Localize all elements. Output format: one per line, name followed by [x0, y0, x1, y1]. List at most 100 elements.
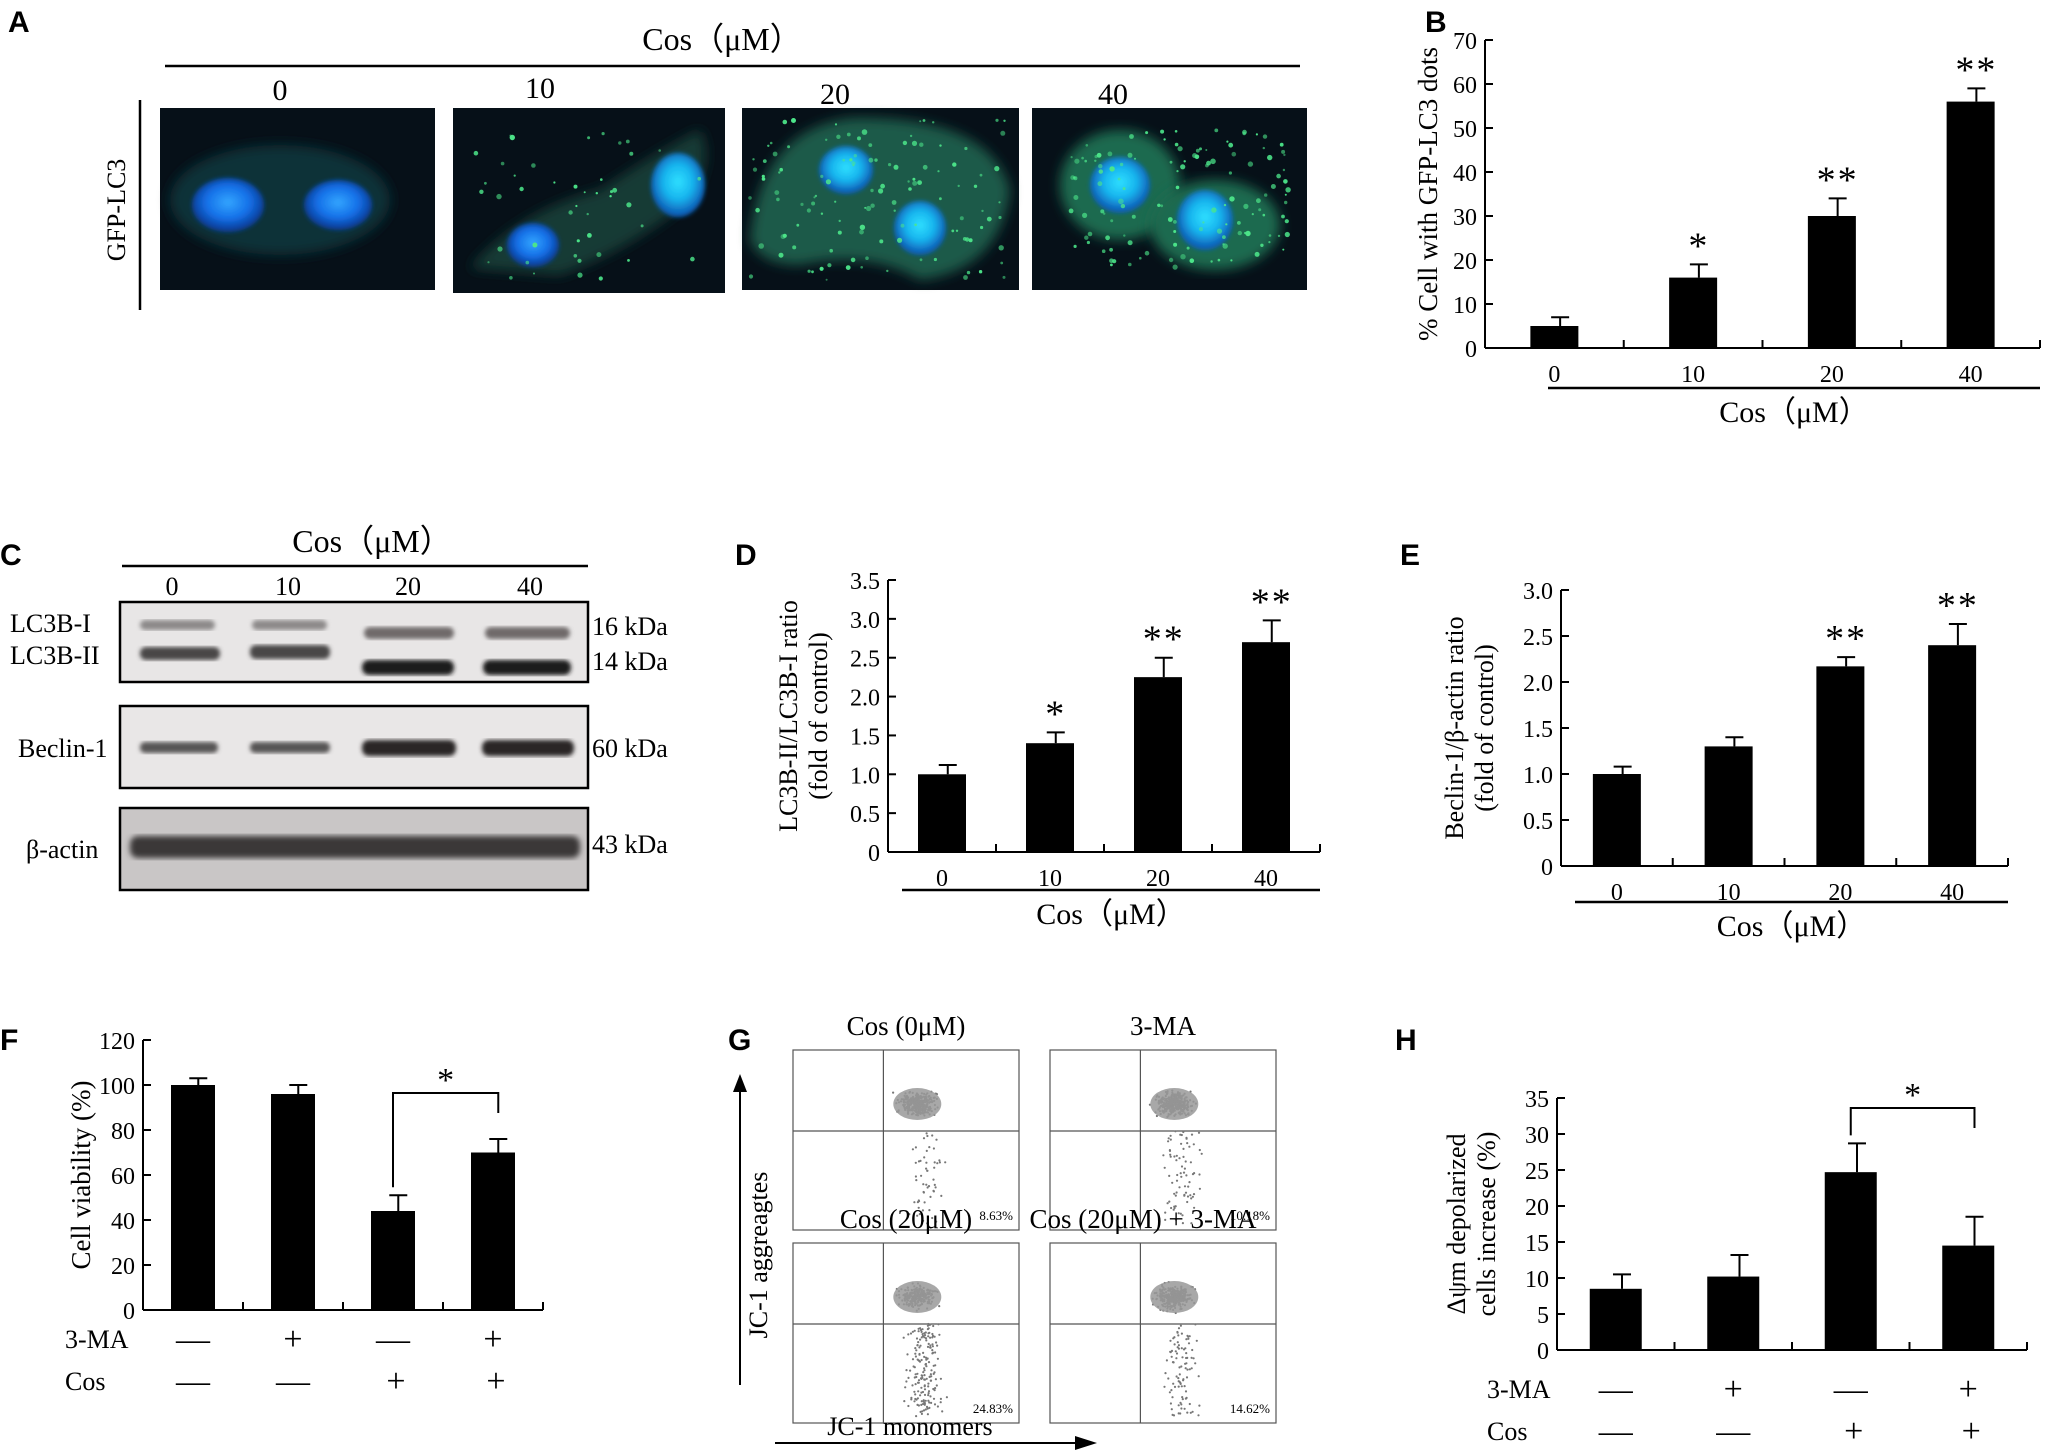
flow-event [931, 1343, 934, 1346]
flow-event [1163, 1385, 1166, 1388]
flow-event [1183, 1167, 1186, 1170]
flow-event [922, 1371, 925, 1374]
y-tick-label: 0.5 [1523, 809, 1553, 835]
panel-a-dose-10: 10 [525, 72, 555, 105]
treatment-sign: — [1715, 1413, 1751, 1450]
flow-event [1177, 1347, 1180, 1350]
gfp-punctum [1073, 244, 1077, 248]
flow-event [1181, 1222, 1184, 1225]
blot-label-beclin1: Beclin-1 [18, 734, 108, 763]
flow-event [1180, 1347, 1183, 1350]
gfp-punctum [919, 258, 923, 262]
x-tick-label: 10 [1681, 362, 1705, 388]
y-axis-label-2: (fold of control) [1470, 644, 1499, 812]
gfp-punctum [861, 129, 868, 135]
gfp-punctum [1119, 162, 1124, 167]
flow-event [1181, 1214, 1184, 1217]
flow-event [1165, 1359, 1168, 1362]
flow-event [1175, 1179, 1179, 1182]
flow-event [1186, 1195, 1190, 1198]
gfp-punctum [1160, 129, 1165, 134]
gfp-punctum [1173, 230, 1177, 233]
flow-event [929, 1346, 932, 1349]
flow-event [917, 1390, 920, 1393]
flow-event [914, 1373, 917, 1376]
gfp-punctum [922, 164, 928, 170]
flow-event [918, 1346, 921, 1349]
flow-event [927, 1385, 930, 1388]
flow-event [938, 1161, 942, 1164]
flow-event [1174, 1194, 1177, 1197]
y-tick-label: 10 [1525, 1267, 1549, 1293]
flow-event [934, 1351, 937, 1354]
bar [1816, 666, 1865, 866]
flow-event [928, 1401, 931, 1404]
flow-event [922, 1409, 926, 1412]
flow-event [934, 1378, 938, 1381]
flow-event [1169, 1339, 1172, 1342]
gfp-punctum [1276, 173, 1281, 179]
gfp-punctum [610, 190, 613, 194]
panel-label-f: F [0, 1024, 18, 1057]
flow-event [926, 1169, 929, 1172]
flow-event [938, 1305, 941, 1308]
gfp-punctum [752, 158, 755, 161]
flow-event [914, 1383, 917, 1386]
gfp-punctum [845, 265, 851, 270]
y-tick-label: 1.5 [1523, 717, 1553, 743]
flow-event [1192, 1193, 1196, 1196]
flow-event [1179, 1212, 1182, 1215]
flow-event [927, 1327, 930, 1330]
flow-event [925, 1377, 928, 1380]
significance-mark: * [1904, 1077, 1921, 1114]
flow-event [892, 1091, 895, 1094]
flow-event [1173, 1206, 1176, 1210]
bar [1704, 746, 1753, 866]
gfp-punctum [1211, 207, 1217, 213]
gfp-punctum [859, 229, 864, 235]
treatment-sign: + [1962, 1413, 1981, 1450]
y-tick-label: 1.0 [850, 763, 880, 789]
gfp-punctum [1258, 208, 1262, 212]
bar [1242, 642, 1290, 852]
gfp-punctum [1228, 142, 1234, 148]
flow-event [936, 1405, 940, 1408]
panel-a-header: Cos（μM） [642, 21, 801, 57]
gfp-punctum [911, 140, 918, 146]
treatment-sign: — [1833, 1371, 1869, 1408]
significance-mark: * [437, 1062, 454, 1099]
flow-event [919, 1344, 922, 1347]
treatment-sign: — [175, 1321, 211, 1358]
gfp-punctum [825, 138, 828, 141]
jc1-monomers-label: JC-1 monomers [827, 1412, 992, 1441]
gfp-punctum [1284, 219, 1289, 224]
gfp-punctum [1267, 154, 1273, 161]
x-tick-label: 20 [1146, 866, 1170, 892]
flow-event [1174, 1218, 1178, 1221]
significance-mark: ** [1143, 619, 1185, 661]
flow-event [1197, 1414, 1200, 1417]
flow-event [924, 1331, 927, 1334]
gfp-punctum [857, 136, 861, 141]
flow-event [1186, 1368, 1189, 1371]
panel-a-dose-20: 20 [820, 78, 850, 111]
gfp-punctum [553, 181, 556, 184]
flow-event [922, 1402, 925, 1406]
flow-event [936, 1357, 940, 1360]
gfp-punctum [1202, 221, 1205, 224]
flow-event [1170, 1349, 1174, 1352]
flow-event [1174, 1350, 1177, 1353]
flow-event [1192, 1143, 1195, 1146]
gfp-punctum [1255, 133, 1258, 136]
chart-d: 0 0.5 1.0 1.5 2.0 2.5 3.0 3.5 0 10 * 20 ** 40 ** Cos（μM… [774, 569, 1321, 931]
gfp-punctum [939, 197, 942, 201]
flow-event [917, 1330, 920, 1333]
flow-event [1188, 1368, 1191, 1371]
flow-event [1186, 1142, 1189, 1145]
flow-event [914, 1347, 917, 1350]
significance-mark: ** [1817, 159, 1859, 201]
flow-event [923, 1403, 926, 1406]
gfp-punctum [811, 270, 814, 274]
flow-event [902, 1336, 905, 1339]
